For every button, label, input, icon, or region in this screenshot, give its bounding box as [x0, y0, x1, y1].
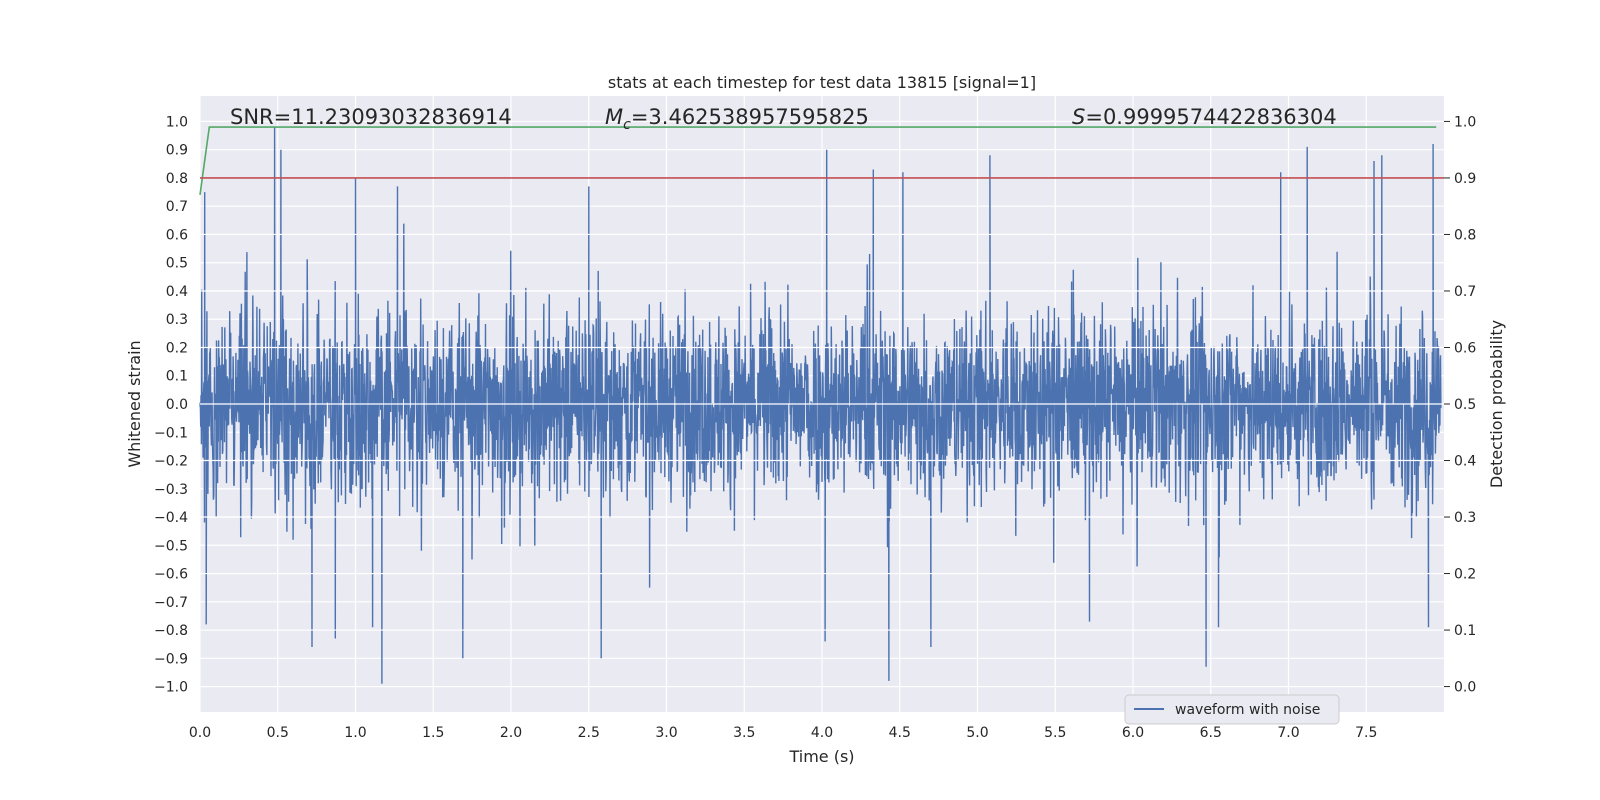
- y2-tick-label: 0.2: [1454, 567, 1476, 583]
- x-tick-label: 2.0: [500, 725, 522, 741]
- s-annotation: S=0.9999574422836304: [1072, 105, 1337, 129]
- s-value: =0.9999574422836304: [1085, 105, 1336, 129]
- mc-value: =3.462538957595825: [631, 105, 869, 129]
- legend: waveform with noise: [1124, 694, 1340, 725]
- y2-tick-label: 0.4: [1454, 454, 1476, 470]
- y2-tick-label: 0.6: [1454, 340, 1476, 356]
- x-tick-label: 5.0: [966, 725, 988, 741]
- y2-tick-label: 0.0: [1454, 680, 1476, 696]
- x-tick-label: 2.5: [578, 725, 600, 741]
- y-tick-label: 0.8: [166, 171, 188, 187]
- y2-tick-label: 0.7: [1454, 284, 1476, 300]
- mc-annotation: Mc=3.462538957595825: [605, 105, 869, 133]
- x-tick-label: 3.0: [655, 725, 677, 741]
- y-tick-label: 0.9: [166, 143, 188, 159]
- x-tick-label: 0.0: [189, 725, 211, 741]
- y-tick-label: −0.2: [154, 454, 188, 470]
- x-axis: 0.0 0.5 1.0 1.5 2.0 2.5 3.0 3.5 4.0 4.5 5.0 5.5 6.0 6…: [189, 725, 1378, 741]
- y-tick-label: 0.4: [166, 284, 188, 300]
- y-tick-label: 0.7: [166, 199, 188, 215]
- y-tick-label: −0.1: [154, 425, 188, 441]
- probability-lines: [199, 120, 1444, 688]
- y2-tick-label: 0.3: [1454, 510, 1476, 526]
- s-symbol: S: [1072, 105, 1085, 129]
- legend-box: [1124, 694, 1340, 725]
- y-tick-label: 0.1: [166, 369, 188, 385]
- x-tick-label: 1.0: [344, 725, 366, 741]
- y-tick-label: −0.4: [154, 510, 188, 526]
- y-tick-label: 1.0: [166, 114, 188, 130]
- y-axis-title: Whitened strain: [125, 340, 144, 467]
- x-tick-label: 4.0: [811, 725, 833, 741]
- y2-tick-label: 0.9: [1454, 171, 1476, 187]
- y-tick-label: −0.6: [154, 567, 188, 583]
- y-tick-label: 0.2: [166, 340, 188, 356]
- y-tick-label: −0.7: [154, 595, 188, 611]
- y-tick-label: −0.9: [154, 651, 188, 667]
- y-tick-label: −0.8: [154, 623, 188, 639]
- y2-tick-label: 1.0: [1454, 114, 1476, 130]
- y2-axis-title: Detection probability: [1487, 320, 1506, 488]
- y-tick-label: 0.0: [166, 397, 188, 413]
- y-tick-label: −0.5: [154, 538, 188, 554]
- y-tick-label: 0.3: [166, 312, 188, 328]
- legend-label: waveform with noise: [1175, 702, 1320, 718]
- y-axis-right: 1.0 0.9 0.8 0.7 0.6 0.5 0.4 0.3 0.2 0.1 0.0: [1444, 114, 1476, 696]
- x-tick-label: 6.5: [1200, 725, 1222, 741]
- x-tick-label: 7.0: [1277, 725, 1299, 741]
- chart-title: stats at each timestep for test data 138…: [608, 73, 1036, 92]
- y-tick-label: −0.3: [154, 482, 188, 498]
- mc-subscript: c: [623, 117, 631, 133]
- y-axis-left: 1.0 0.9 0.8 0.7 0.6 0.5 0.4 0.3 0.2 0.1 0.0 −0.1 −0.…: [154, 114, 188, 695]
- y2-tick-label: 0.8: [1454, 227, 1476, 243]
- x-tick-label: 7.5: [1355, 725, 1377, 741]
- x-tick-label: 1.5: [422, 725, 444, 741]
- x-tick-label: 4.5: [889, 725, 911, 741]
- x-tick-label: 5.5: [1044, 725, 1066, 741]
- mc-symbol: M: [605, 105, 623, 129]
- y-tick-label: 0.5: [166, 256, 188, 272]
- x-axis-title: Time (s): [788, 747, 854, 766]
- y-tick-label: −1.0: [154, 680, 188, 696]
- y2-tick-label: 0.1: [1454, 623, 1476, 639]
- x-tick-label: 6.0: [1122, 725, 1144, 741]
- snr-annotation: SNR=11.23093032836914: [230, 105, 512, 129]
- series-detection-probability: [199, 126, 1437, 196]
- y2-tick-label: 0.5: [1454, 397, 1476, 413]
- x-tick-label: 3.5: [733, 725, 755, 741]
- x-tick-label: 0.5: [267, 725, 289, 741]
- y-tick-label: 0.6: [166, 227, 188, 243]
